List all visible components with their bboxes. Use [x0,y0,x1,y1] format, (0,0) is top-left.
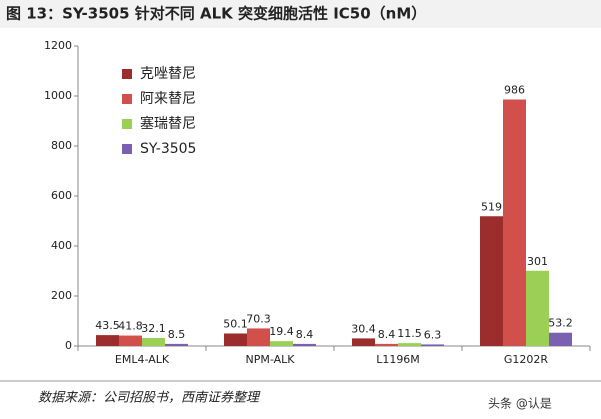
legend-label: SY-3505 [140,141,196,157]
data-label: 8.4 [378,328,396,341]
bar [549,332,572,346]
data-label: 43.5 [95,319,120,332]
data-label: 8.4 [296,328,314,341]
watermark: 头条 @认是 [488,397,552,411]
x-tick-label: G1202R [504,353,549,366]
bar [398,343,421,346]
y-tick-label: 1000 [44,89,72,102]
x-tick-label: EML4-ALK [115,353,170,366]
data-label: 6.3 [424,328,442,341]
x-tick-label: L1196M [376,353,420,366]
bar [96,335,119,346]
y-tick-label: 600 [51,189,72,202]
legend-label: 塞瑞替尼 [140,115,196,132]
bar [503,99,526,346]
bar [270,341,293,346]
data-label: 8.5 [168,328,186,341]
x-tick-label: NPM-ALK [246,353,296,366]
bar [480,216,503,346]
bar [526,270,549,346]
source: 数据来源：公司招股书，西南证券整理 [38,391,261,406]
data-label: 30.4 [351,322,376,335]
legend-label: 阿来替尼 [140,91,196,107]
bar [352,338,375,346]
data-label: 301 [527,255,548,268]
bar [142,337,165,346]
data-label: 53.2 [548,317,573,330]
bar [119,335,142,346]
data-label: 986 [504,84,525,97]
bar [375,343,398,346]
bar [421,344,444,346]
data-label: 19.4 [269,325,294,338]
bar [293,343,316,346]
data-label: 41.8 [118,320,143,333]
bar [247,328,270,346]
data-label: 70.3 [246,312,271,325]
chart-title: 图 13：SY-3505 针对不同 ALK 突变细胞活性 IC50（nM） [6,5,426,23]
legend-swatch [122,119,132,129]
legend-swatch [122,94,132,104]
y-tick-label: 200 [51,289,72,302]
y-tick-label: 0 [65,339,72,352]
legend-label: 克唑替尼 [140,66,196,82]
bar [165,343,188,346]
bar [224,333,247,346]
title-bar [0,0,601,28]
legend-swatch [122,69,132,79]
y-tick-label: 1200 [44,39,72,52]
data-label: 50.1 [223,317,248,330]
legend-swatch [122,144,132,154]
data-label: 32.1 [141,322,166,335]
data-label: 11.5 [397,327,422,340]
data-label: 519 [481,200,502,213]
y-tick-label: 800 [51,139,72,152]
y-tick-label: 400 [51,239,72,252]
